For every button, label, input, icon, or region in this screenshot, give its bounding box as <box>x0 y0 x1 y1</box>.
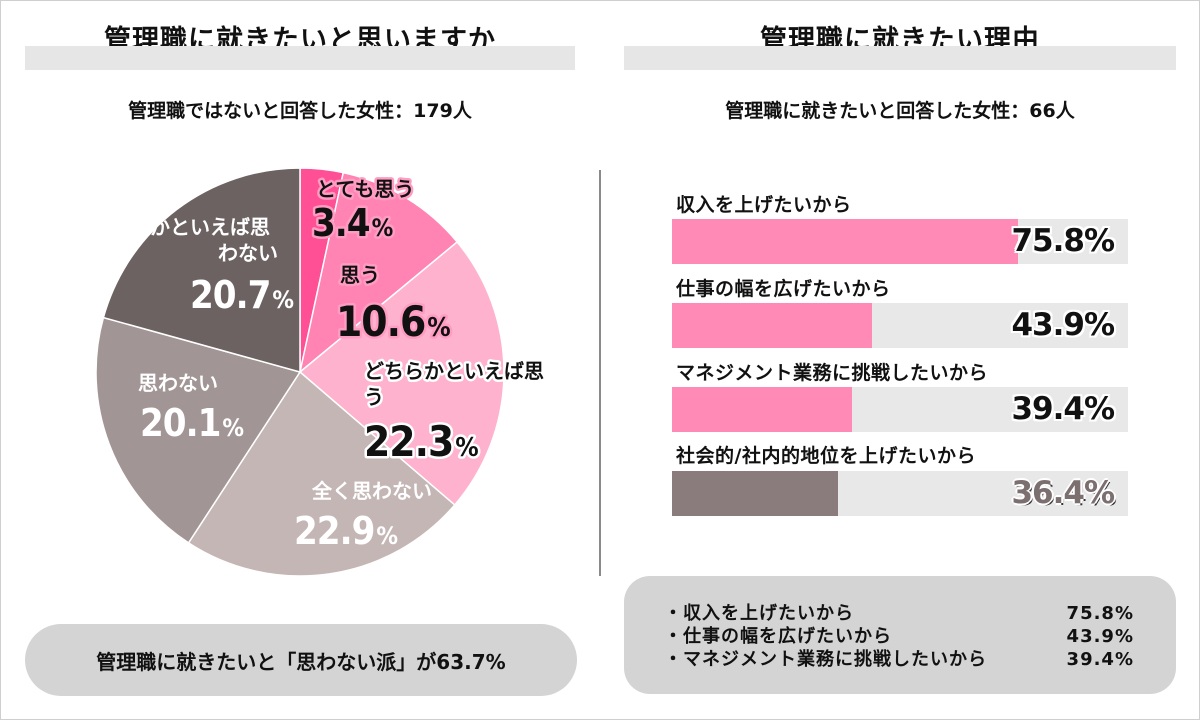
pie-slice-label: どちらかといえば思 <box>90 215 270 239</box>
bar-value-label: 36.4% <box>1011 475 1115 511</box>
pie-slice-label: 思わない <box>138 371 218 395</box>
summary-row-label: ・収入を上げたいから <box>664 603 854 624</box>
bar-fill <box>672 387 852 432</box>
pie-slice-value: 20.7% <box>190 273 294 317</box>
pie-chart: とても思う3.4%思う10.6%どちらかといえば思う22.3%全く思わない22.… <box>90 167 547 577</box>
pie-slice-label: とても思う <box>316 177 414 201</box>
pie-slice-value: 22.3% <box>364 417 479 466</box>
bar-fill <box>672 303 873 348</box>
bar-category-label: 収入を上げたいから <box>676 194 852 216</box>
bar-track: 39.4% <box>672 387 1128 432</box>
pie-slice-label: う <box>364 385 384 409</box>
pie-panel-title-bar <box>25 46 575 70</box>
bar-track: 36.4% <box>672 471 1128 516</box>
pie-slice <box>298 240 505 507</box>
pie-slice <box>102 167 301 373</box>
bar-value-label: 39.4% <box>1011 391 1115 427</box>
bar-category-label: 社会的/社内的地位を上げたいから <box>676 445 976 467</box>
summary-row-value: 39.4% <box>1066 649 1134 670</box>
pie-slice-value: 10.6% <box>336 297 451 346</box>
summary-row-label: ・マネジメント業務に挑戦したいから <box>664 649 987 670</box>
reasons-summary-box: ・収入を上げたいから 75.8% ・仕事の幅を広げたいから 43.9% ・マネジ… <box>624 576 1176 694</box>
pie-panel-subtitle: 管理職ではないと回答した女性：179人 <box>128 100 472 122</box>
summary-row: ・マネジメント業務に挑戦したいから 39.4% <box>664 648 1134 671</box>
summary-row: ・収入を上げたいから 75.8% <box>664 602 1134 625</box>
pie-slice-value: 22.9% <box>294 509 398 553</box>
pie-slice <box>95 316 302 544</box>
summary-row-value: 43.9% <box>1066 626 1134 647</box>
pie-slice-label: 思う <box>340 263 380 287</box>
bar-category-label: 仕事の幅を広げたいから <box>676 278 891 300</box>
pie-slice-label: どちらかといえば思 <box>364 359 544 383</box>
bar-track: 43.9% <box>672 303 1128 348</box>
panel-divider <box>599 170 601 576</box>
pie-slice-value: 20.1% <box>140 401 244 445</box>
summary-row-value: 75.8% <box>1066 603 1134 624</box>
pie-slice-label: わない <box>218 241 278 265</box>
bar-fill <box>672 471 838 516</box>
pie-slice-value: 3.4% <box>312 201 393 245</box>
pie-slice-label: 全く思わない <box>311 479 432 503</box>
bar-fill <box>672 219 1018 264</box>
bar-category-label: マネジメント業務に挑戦したいから <box>676 362 989 384</box>
bar-value-label: 75.8% <box>1011 223 1115 259</box>
bar-track: 75.8% <box>672 219 1128 264</box>
bar-panel-title-bar <box>624 46 1176 70</box>
summary-row: ・仕事の幅を広げたいから 43.9% <box>664 625 1134 648</box>
pie-summary-pill: 管理職に就きたいと「思わない派」が63.7% <box>25 624 577 696</box>
pie-summary-text: 管理職に就きたいと「思わない派」が63.7% <box>96 649 506 674</box>
summary-row-label: ・仕事の幅を広げたいから <box>664 626 892 647</box>
bar-panel-subtitle: 管理職に就きたいと回答した女性：66人 <box>725 100 1075 122</box>
pie-slice <box>187 370 456 577</box>
pie-slice <box>298 171 459 374</box>
bar-value-label: 43.9% <box>1011 307 1115 343</box>
